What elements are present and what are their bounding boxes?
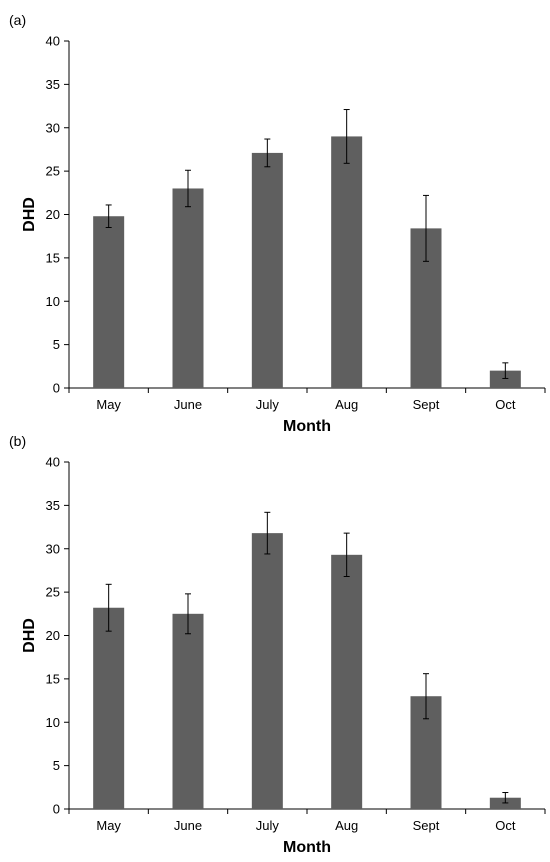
y-tick-label: 25 — [46, 164, 60, 179]
y-tick-label: 5 — [53, 337, 60, 352]
bar-june — [172, 613, 204, 809]
x-tick-label: Aug — [335, 818, 358, 833]
y-tick-label: 15 — [46, 671, 60, 686]
x-tick-label: July — [256, 397, 280, 412]
panel-label: (a) — [9, 12, 26, 28]
x-tick-label: May — [96, 397, 121, 412]
y-tick-label: 10 — [46, 294, 60, 309]
bar-june — [172, 188, 204, 388]
y-tick-label: 30 — [46, 120, 60, 135]
x-axis-title: Month — [283, 418, 331, 431]
y-tick-label: 30 — [46, 541, 60, 556]
chart-panel-a: (a) 0 5 10 15 20 25 30 35 40 May June July Aug Sept Oct… — [9, 12, 546, 431]
y-tick-label: 35 — [46, 77, 60, 92]
y-tick-label: 5 — [53, 758, 60, 773]
y-tick-label: 0 — [53, 381, 60, 396]
y-tick-label: 40 — [46, 455, 60, 470]
x-axis-title: Month — [283, 839, 331, 856]
bar-july — [251, 533, 283, 809]
y-tick-label: 40 — [46, 34, 60, 49]
y-tick-label: 0 — [53, 802, 60, 817]
bar-aug — [331, 136, 363, 388]
bar-oct — [489, 370, 521, 388]
x-tick-label: July — [256, 818, 280, 833]
panel-label: (b) — [9, 433, 26, 449]
y-tick-label: 15 — [46, 250, 60, 265]
x-tick-label: Oct — [495, 397, 516, 412]
bar-may — [93, 607, 125, 809]
bar-july — [251, 152, 283, 388]
x-tick-label: Sept — [413, 397, 440, 412]
y-tick-label: 25 — [46, 585, 60, 600]
x-tick-label: June — [174, 397, 202, 412]
y-tick-label: 35 — [46, 498, 60, 513]
x-tick-label: May — [96, 818, 121, 833]
bar-aug — [331, 554, 363, 809]
y-tick-label: 20 — [46, 628, 60, 643]
chart-panel-b: (b) 0 5 10 15 20 25 30 35 40 May June July Aug Sept Oct… — [9, 433, 546, 856]
x-tick-label: Oct — [495, 818, 516, 833]
y-axis-title: DHD — [21, 197, 38, 232]
y-tick-label: 20 — [46, 207, 60, 222]
bar-may — [93, 216, 125, 388]
y-axis-title: DHD — [21, 618, 38, 653]
y-tick-label: 10 — [46, 715, 60, 730]
x-tick-label: Sept — [413, 818, 440, 833]
x-tick-label: June — [174, 818, 202, 833]
x-tick-label: Aug — [335, 397, 358, 412]
